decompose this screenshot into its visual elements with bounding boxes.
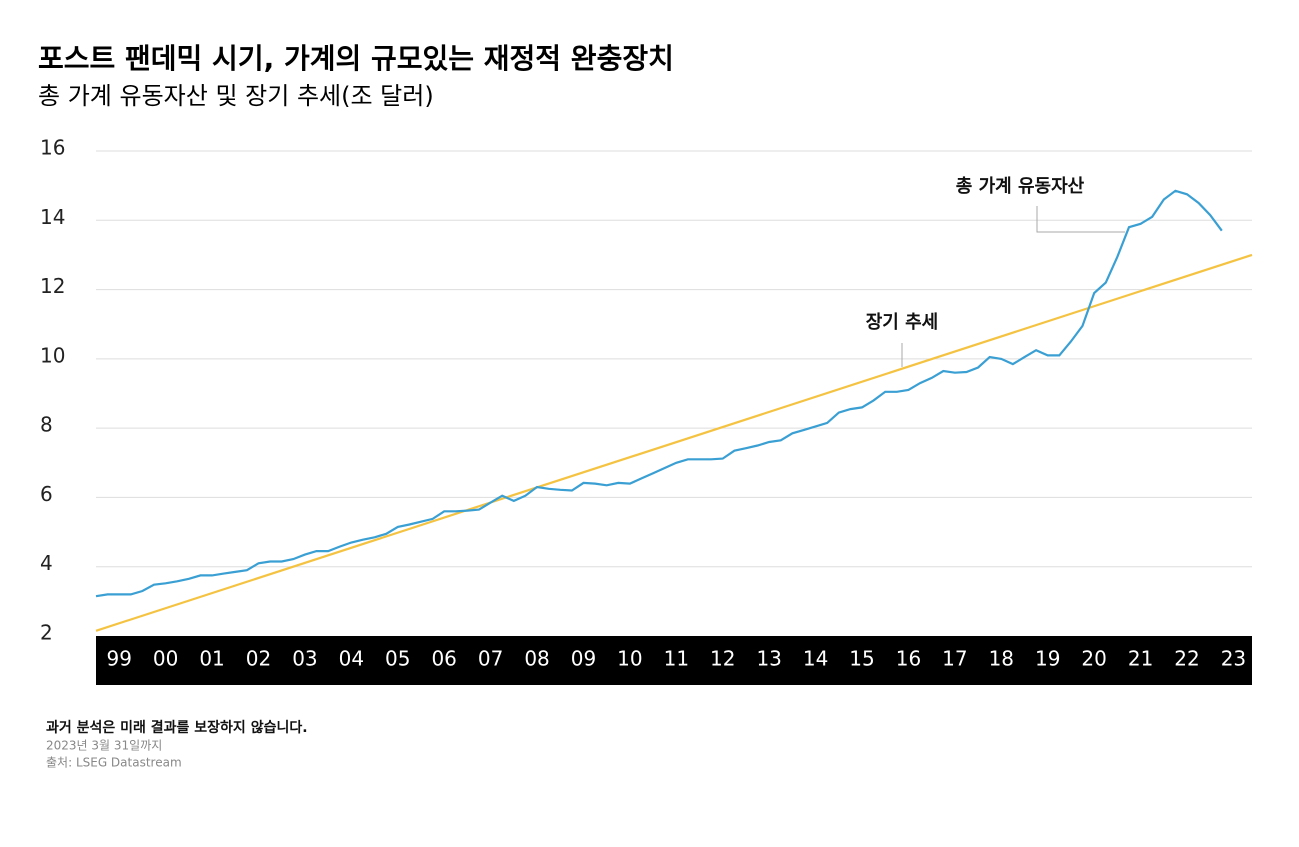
y-tick-label: 16 [40, 136, 65, 160]
series-label: 총 가계 유동자산 [956, 176, 1085, 197]
x-tick-label: 16 [896, 647, 921, 671]
x-tick-label: 11 [664, 647, 689, 671]
x-axis-band [96, 636, 1252, 685]
x-tick-label: 07 [478, 647, 503, 671]
x-tick-label: 22 [1174, 647, 1199, 671]
x-tick-label: 12 [710, 647, 735, 671]
series-line [95, 253, 1253, 632]
y-tick-label: 12 [40, 274, 65, 298]
y-tick-label: 10 [40, 343, 65, 367]
x-tick-label: 18 [989, 647, 1014, 671]
y-tick-label: 4 [40, 551, 53, 575]
x-tick-label: 08 [524, 647, 549, 671]
x-tick-label: 23 [1221, 647, 1246, 671]
x-tick-label: 20 [1081, 647, 1106, 671]
y-tick-label: 14 [40, 205, 65, 229]
x-tick-label: 14 [803, 647, 828, 671]
x-tick-label: 99 [106, 647, 131, 671]
x-tick-label: 00 [153, 647, 178, 671]
x-tick-label: 13 [756, 647, 781, 671]
x-tick-label: 21 [1128, 647, 1153, 671]
x-tick-label: 02 [246, 647, 271, 671]
date-note: 2023년 3월 31일까지 [46, 739, 162, 753]
x-tick-label: 01 [199, 647, 224, 671]
source-note: 출처: LSEG Datastream [46, 756, 182, 770]
disclaimer: 과거 분석은 미래 결과를 보장하지 않습니다. [46, 719, 308, 736]
x-tick-label: 06 [431, 647, 456, 671]
x-tick-label: 19 [1035, 647, 1060, 671]
leader-line [1036, 206, 1125, 233]
x-tick-label: 09 [571, 647, 596, 671]
y-tick-label: 2 [40, 621, 53, 645]
x-tick-label: 15 [849, 647, 874, 671]
x-tick-label: 10 [617, 647, 642, 671]
y-tick-label: 8 [40, 413, 53, 437]
y-tick-label: 6 [40, 482, 53, 506]
series-label: 장기 추세 [866, 312, 939, 333]
chart-subtitle: 총 가계 유동자산 및 장기 추세(조 달러) [38, 82, 434, 110]
x-tick-label: 05 [385, 647, 410, 671]
series-line [95, 189, 1223, 598]
chart-title: 포스트 팬데믹 시기, 가계의 규모있는 재정적 완충장치 [38, 42, 674, 75]
x-tick-label: 03 [292, 647, 317, 671]
x-tick-label: 17 [942, 647, 967, 671]
x-tick-label: 04 [339, 647, 364, 671]
